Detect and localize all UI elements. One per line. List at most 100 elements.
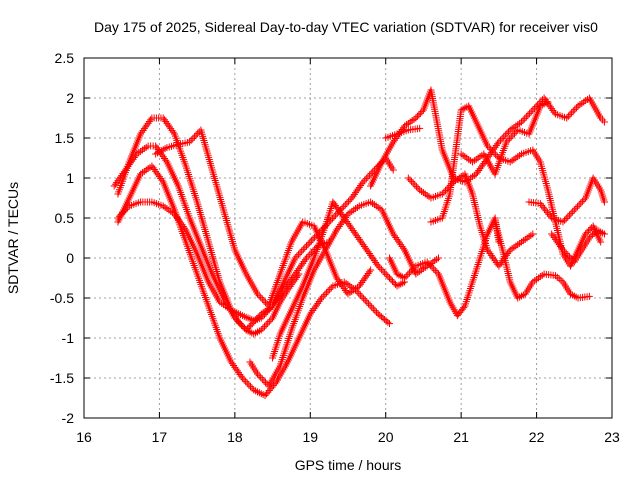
data-point <box>393 235 401 243</box>
data-point <box>292 274 300 282</box>
data-point <box>251 316 259 324</box>
data-point <box>346 196 354 204</box>
data-point <box>304 252 312 260</box>
data-point <box>287 281 295 289</box>
data-point <box>503 129 511 137</box>
data-point <box>319 292 327 300</box>
data-point <box>549 232 557 240</box>
y-tick-label: 0.5 <box>55 210 75 226</box>
data-point <box>381 269 389 277</box>
data-point <box>140 125 148 133</box>
data-point <box>365 250 373 258</box>
data-point <box>167 125 175 133</box>
data-point <box>232 365 240 373</box>
data-point <box>572 204 580 212</box>
data-point <box>340 214 348 222</box>
data-point <box>168 126 176 134</box>
data-point <box>238 374 246 382</box>
x-tick-label: 20 <box>378 429 394 445</box>
data-point <box>335 278 343 286</box>
data-point <box>373 260 381 268</box>
data-point <box>484 246 492 254</box>
series-track-15 <box>382 124 424 142</box>
data-point <box>431 267 439 275</box>
data-point <box>316 296 324 304</box>
data-point <box>260 323 268 331</box>
data-point <box>442 187 450 195</box>
data-point <box>389 138 397 146</box>
data-point <box>327 284 335 292</box>
data-point <box>590 229 598 237</box>
data-point <box>512 128 520 136</box>
data-point <box>160 154 168 162</box>
data-point <box>248 320 256 328</box>
data-point <box>490 149 498 157</box>
data-point <box>355 235 363 243</box>
data-point <box>262 379 270 387</box>
data-point <box>149 164 157 172</box>
data-point <box>504 136 512 144</box>
data-point <box>262 321 270 329</box>
data-point <box>363 246 371 254</box>
data-point <box>333 203 341 211</box>
data-point <box>363 271 371 279</box>
data-point <box>398 242 406 250</box>
data-point <box>541 205 549 213</box>
data-point <box>411 181 419 189</box>
data-point <box>299 245 307 253</box>
data-point <box>473 168 481 176</box>
data-point <box>300 258 308 266</box>
data-point <box>356 291 364 299</box>
data-point <box>362 175 370 183</box>
marks-layer <box>110 86 608 400</box>
data-point <box>567 209 575 217</box>
data-point <box>311 303 319 311</box>
data-point <box>254 313 262 321</box>
data-point <box>382 271 390 279</box>
data-point <box>258 295 266 303</box>
data-point <box>394 237 402 245</box>
data-point <box>231 363 239 371</box>
data-point <box>553 237 561 245</box>
data-point <box>138 128 146 136</box>
data-point <box>233 367 241 375</box>
data-point <box>392 234 400 242</box>
data-point <box>110 182 118 190</box>
data-point <box>355 282 363 290</box>
data-point <box>285 284 293 292</box>
y-tick-label: 1 <box>66 170 74 186</box>
data-point <box>353 232 361 240</box>
data-point <box>344 219 352 227</box>
data-point <box>190 133 198 141</box>
y-tick-label: 2.5 <box>55 50 75 66</box>
data-point <box>354 185 362 193</box>
data-point <box>404 174 412 182</box>
data-point <box>155 173 163 181</box>
data-point <box>162 118 170 126</box>
data-point <box>379 267 387 275</box>
data-point <box>495 138 503 146</box>
data-point <box>236 320 244 328</box>
data-point <box>245 381 253 389</box>
data-point <box>377 265 385 273</box>
data-point <box>564 213 572 221</box>
series-track-3 <box>114 114 303 338</box>
data-point <box>366 171 374 179</box>
data-point <box>545 210 553 218</box>
data-point <box>438 190 446 198</box>
data-point <box>477 163 485 171</box>
plot-frame <box>83 57 613 419</box>
data-point <box>348 225 356 233</box>
data-point <box>472 170 480 178</box>
data-point <box>364 173 372 181</box>
x-tick-label: 18 <box>227 429 243 445</box>
data-point <box>301 256 309 264</box>
data-point <box>384 272 392 280</box>
data-point <box>245 323 253 331</box>
data-point <box>485 248 493 256</box>
data-point <box>295 270 303 278</box>
data-point <box>575 201 583 209</box>
x-tick-label: 23 <box>604 429 620 445</box>
data-point <box>504 250 512 258</box>
